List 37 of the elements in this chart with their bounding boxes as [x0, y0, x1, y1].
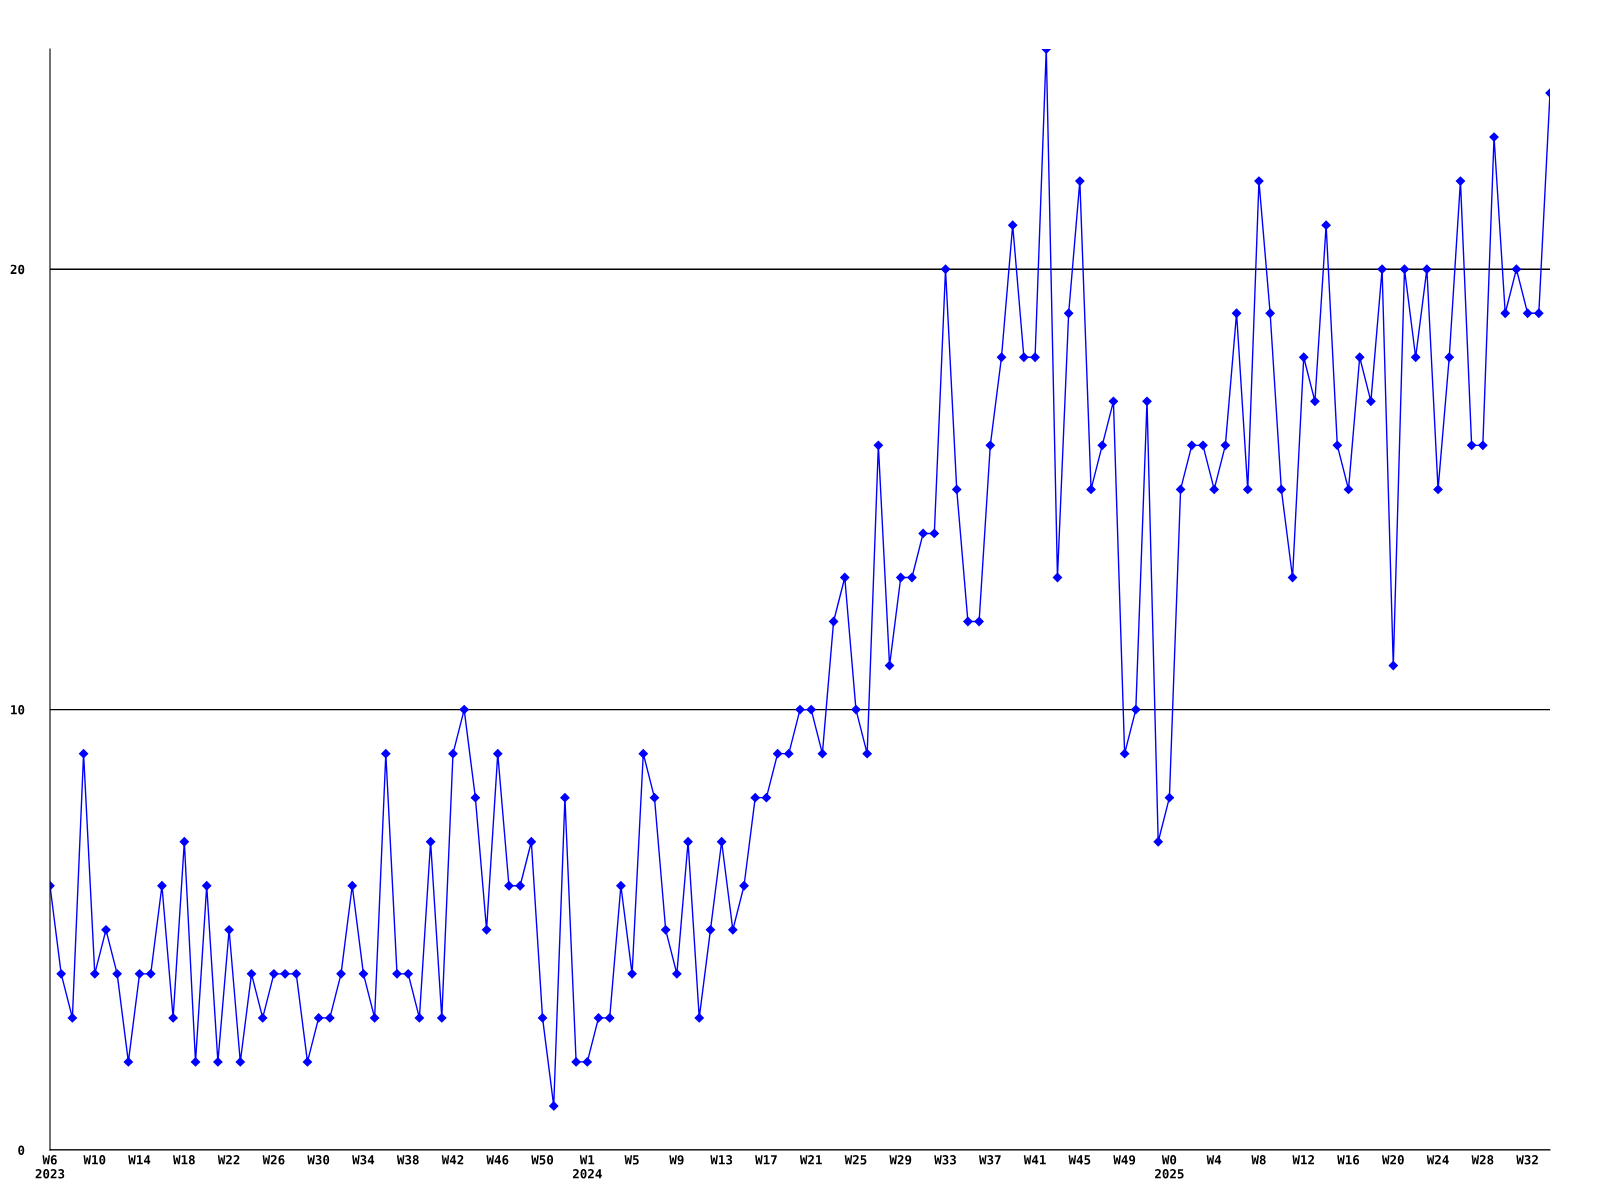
x-tick-label: W26	[262, 1155, 285, 1165]
x-tick-label: W25	[844, 1155, 867, 1165]
x-tick-label: W33	[934, 1155, 956, 1165]
x-tick-label: W22	[217, 1155, 240, 1165]
x-tick-label: W28	[1471, 1155, 1494, 1165]
x-tick-label: W34	[352, 1155, 375, 1165]
x-tick-label: W38	[396, 1155, 419, 1165]
x-tick-label: W30	[307, 1155, 330, 1165]
x-tick-label: W20	[1382, 1155, 1404, 1165]
x-tick-label: W14	[128, 1155, 151, 1165]
x-tick-label: W29	[889, 1155, 912, 1165]
y-tick-label: 20	[10, 264, 25, 275]
x-tick-label: W16	[1337, 1155, 1360, 1165]
x-tick-label: W45	[1068, 1155, 1091, 1165]
x-tick-label: W10	[83, 1155, 106, 1165]
x-tick-label: W32	[1516, 1155, 1538, 1165]
x-tick-label: W4	[1206, 1155, 1222, 1165]
x-tick-label: W21	[799, 1155, 822, 1165]
x-tick-label: W9	[669, 1155, 684, 1165]
x-tick-label: W12	[1292, 1155, 1314, 1165]
x-tick-label: W24	[1426, 1155, 1449, 1165]
x-tick-label: W5	[624, 1155, 639, 1165]
x-tick-label: W41	[1023, 1155, 1046, 1165]
x-tick-label: W8	[1251, 1155, 1266, 1165]
x-tick-label: W37	[979, 1155, 1001, 1165]
x-tick-label: W42	[441, 1155, 464, 1165]
x-tick-label: W17	[755, 1155, 777, 1165]
y-tick-label: 0	[18, 1145, 25, 1155]
y-tick-label: 10	[11, 705, 25, 715]
x-tick-label: W50	[531, 1155, 554, 1165]
x-tick-label: W0 2025	[1155, 1155, 1184, 1179]
x-tick-label: W13	[710, 1155, 733, 1165]
x-tick-label: W6 2023	[35, 1155, 65, 1179]
x-tick-label: W18	[173, 1155, 195, 1165]
x-tick-label: W46	[486, 1155, 509, 1165]
x-tick-label: W49	[1113, 1155, 1136, 1165]
x-tick-label: W1 2024	[572, 1155, 602, 1179]
